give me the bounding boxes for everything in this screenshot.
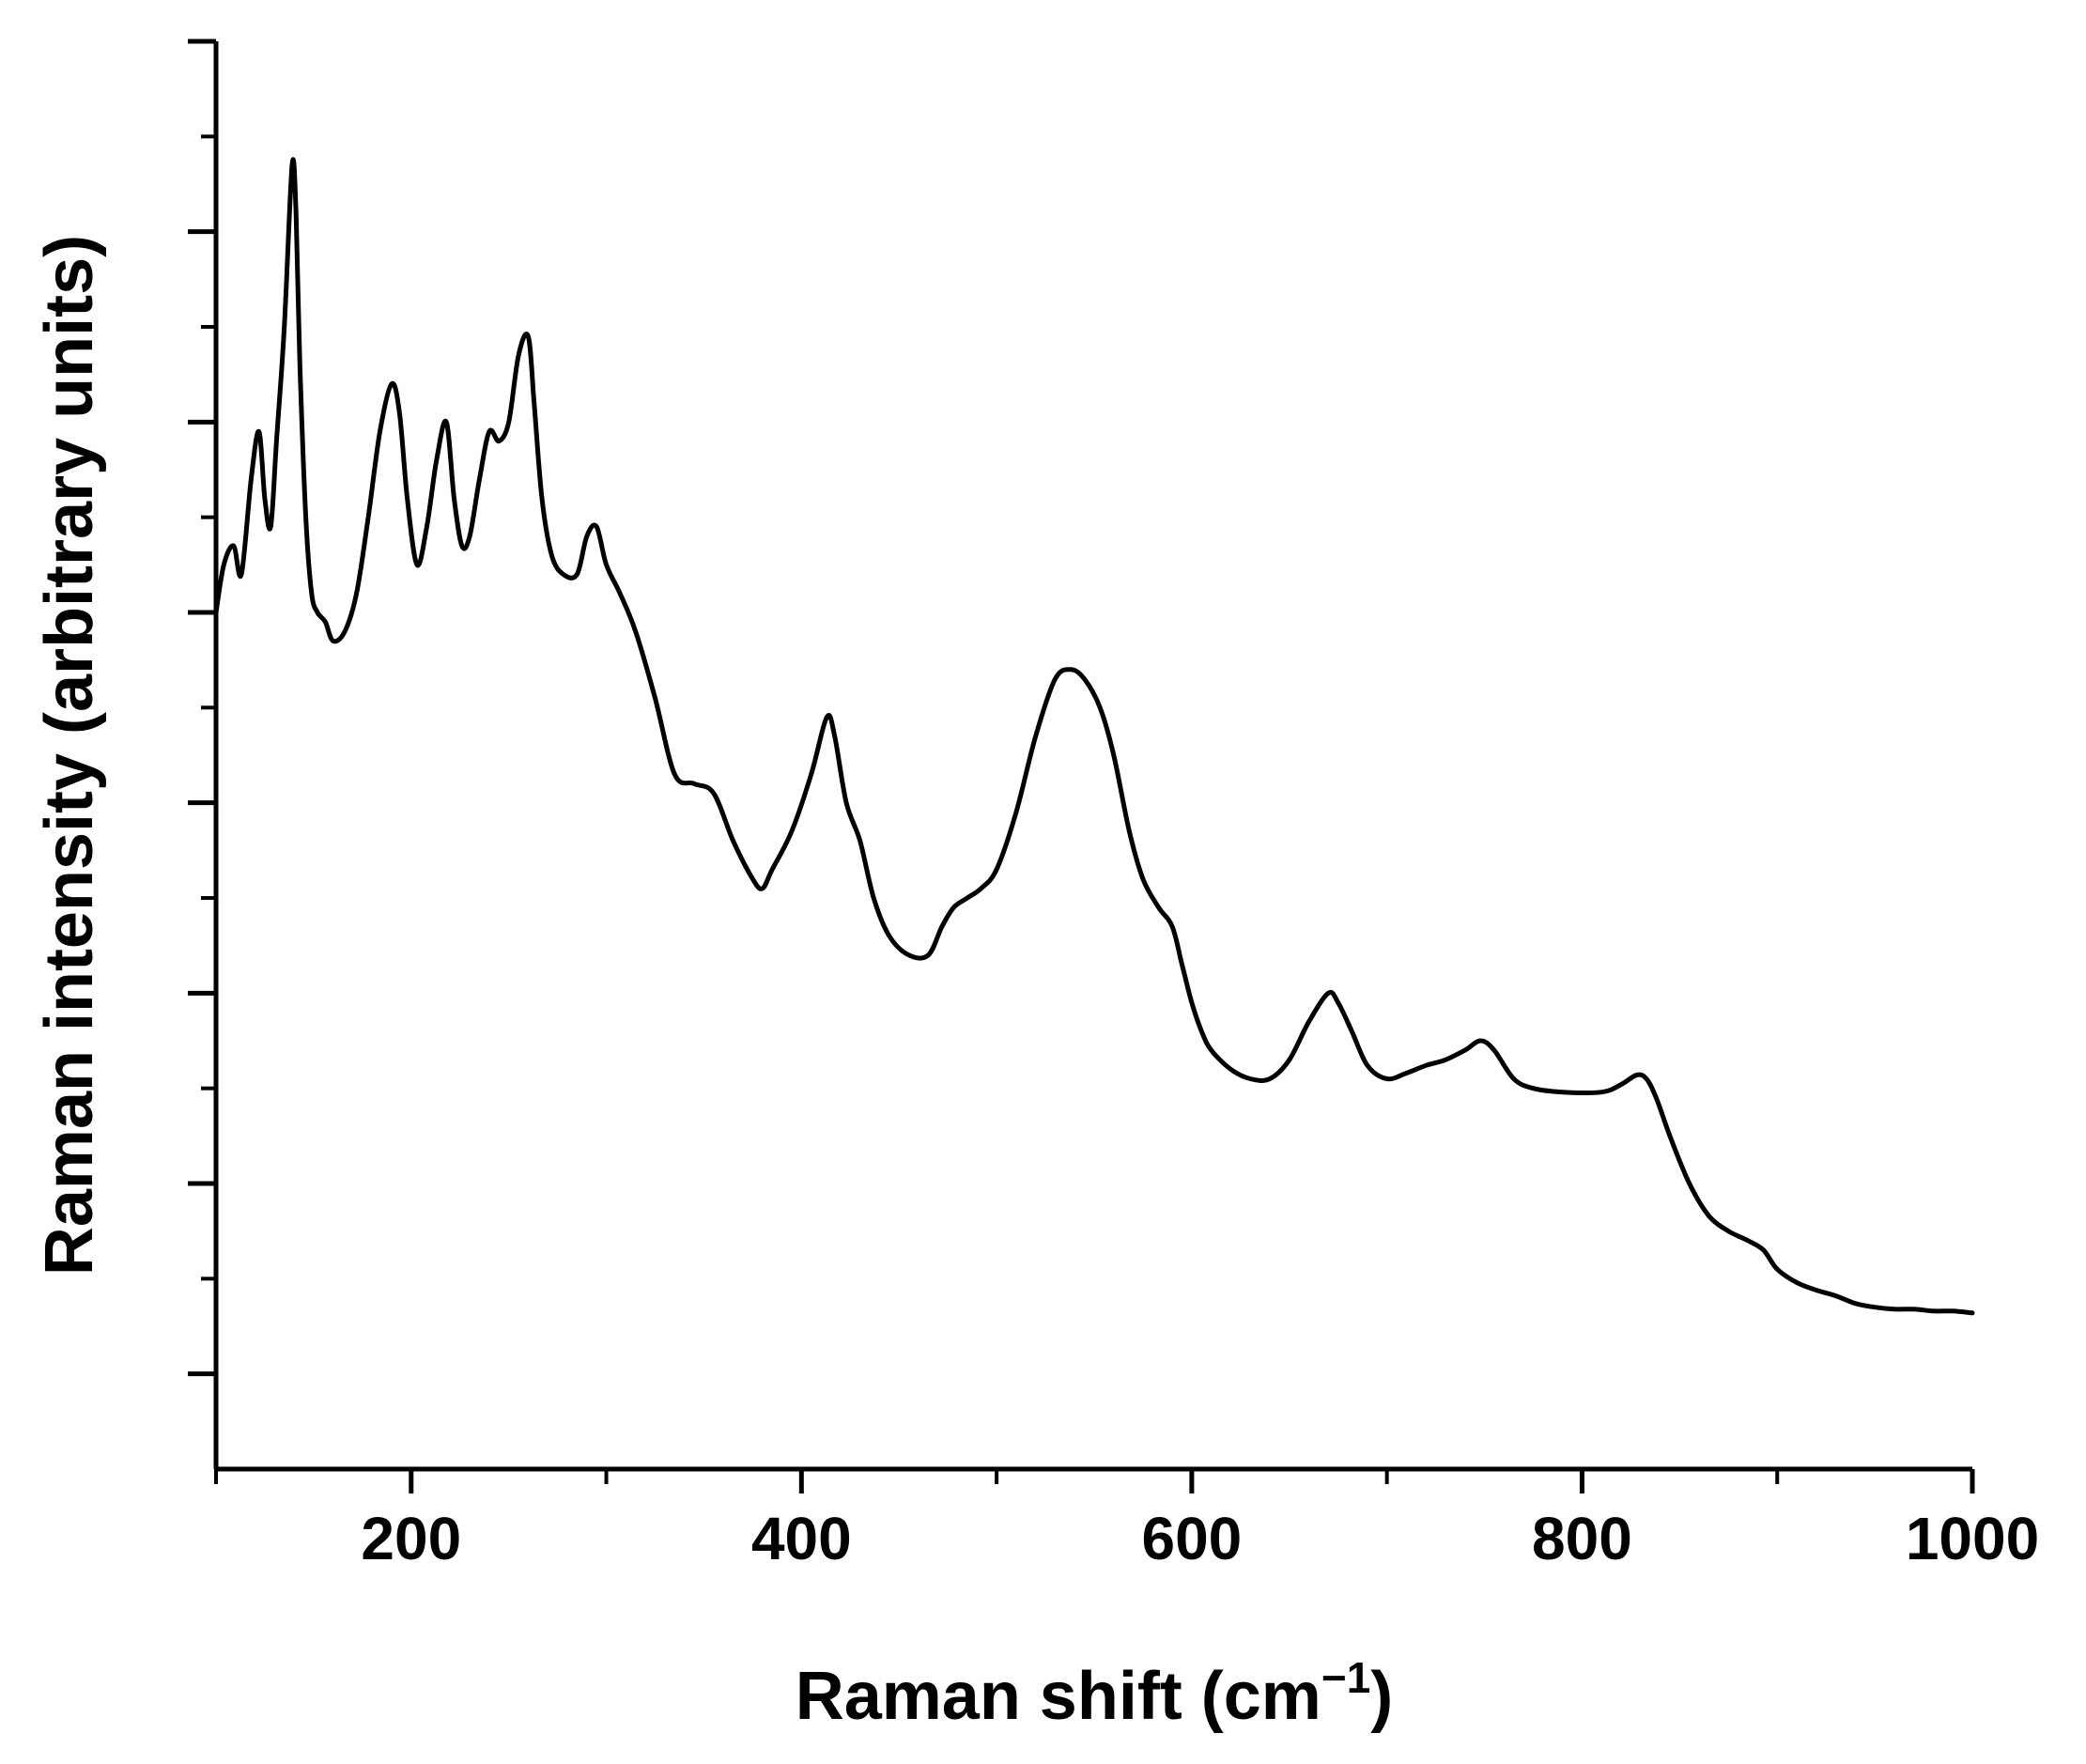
x-tick-label: 1000 [1906, 1505, 2039, 1572]
x-tick-label: 400 [751, 1505, 852, 1572]
x-tick-labels: 200 400 600 800 1000 [361, 1505, 2039, 1572]
x-ticks [214, 1469, 1975, 1493]
x-tick-label: 600 [1141, 1505, 1242, 1572]
spectrum-line [213, 157, 1975, 1316]
y-ticks [188, 39, 216, 1377]
x-axis-title: Raman shift (cm−1) [796, 1653, 1394, 1734]
axes [213, 41, 1972, 1472]
y-axis-title: Raman intensity (arbitrary units) [32, 235, 107, 1276]
x-tick-label: 200 [361, 1505, 461, 1572]
x-tick-label: 800 [1532, 1505, 1632, 1572]
